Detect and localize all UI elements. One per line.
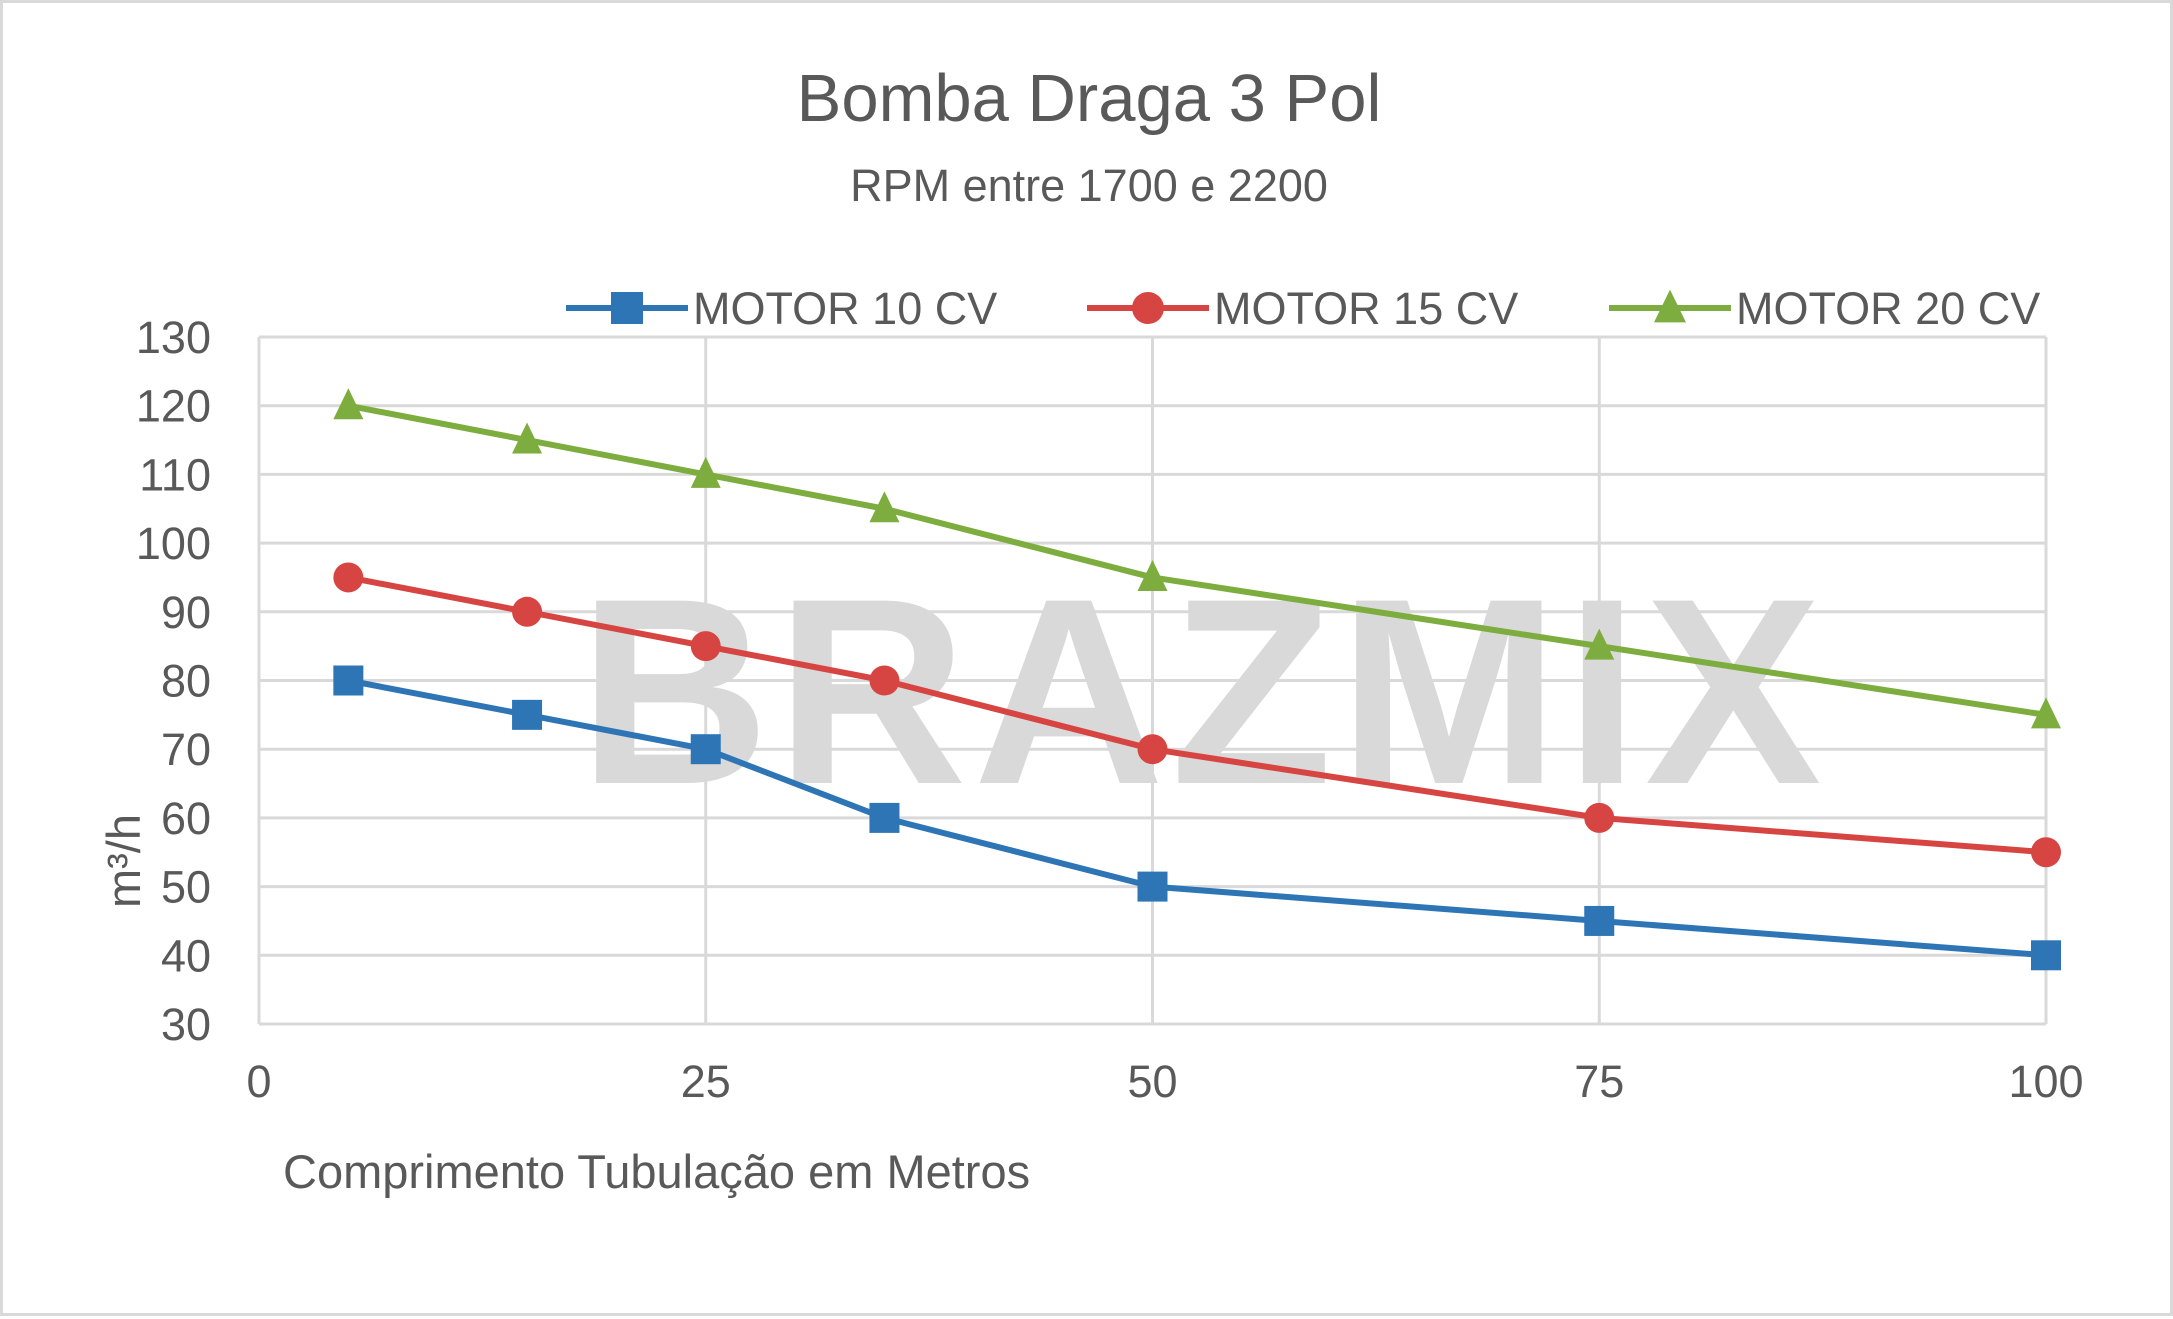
y-tick-label: 110	[139, 449, 211, 500]
x-tick-label: 25	[681, 1056, 731, 1107]
legend-label: MOTOR 20 CV	[1736, 283, 2040, 334]
data-point	[869, 665, 900, 696]
legend-label: MOTOR 15 CV	[1214, 283, 1518, 334]
series-motor-15-cv	[333, 562, 2061, 868]
series-motor-20-cv	[333, 388, 2061, 729]
y-tick-label: 30	[161, 999, 211, 1050]
y-tick-label: 130	[136, 312, 211, 363]
legend-item: MOTOR 15 CV	[1087, 283, 1518, 334]
y-tick-label: 60	[161, 793, 211, 844]
chart-subtitle: RPM entre 1700 e 2200	[850, 160, 1328, 211]
axes: 30 40 50 60 70 80 90 100 110 120 130 0 25 50 75 100	[136, 312, 2084, 1107]
x-tick-label: 0	[246, 1056, 271, 1107]
data-point	[1137, 734, 1168, 765]
legend-marker	[611, 292, 643, 324]
data-point	[333, 665, 364, 696]
y-tick-label: 50	[161, 862, 211, 913]
x-tick-label: 100	[2008, 1056, 2083, 1107]
x-axis-title: Comprimento Tubulação em Metros	[283, 1145, 1030, 1198]
y-tick-label: 70	[161, 724, 211, 775]
legend-marker	[1654, 289, 1686, 323]
legend-item: MOTOR 20 CV	[1609, 283, 2040, 334]
data-point	[2031, 940, 2061, 971]
legend-marker	[1132, 292, 1164, 324]
y-tick-label: 100	[136, 518, 211, 569]
data-point	[1584, 802, 1615, 833]
data-point	[333, 562, 364, 593]
data-point	[2031, 837, 2061, 868]
data-point	[512, 596, 543, 627]
legend: MOTOR 10 CV MOTOR 15 CV MOTOR 20 CV	[566, 283, 2040, 334]
data-point	[690, 734, 721, 765]
data-point	[1584, 905, 1615, 936]
x-tick-label: 50	[1127, 1056, 1177, 1107]
data-point	[690, 456, 721, 488]
watermark-logo: BRAZMIX	[578, 544, 1827, 840]
y-tick-label: 90	[161, 587, 211, 638]
data-point	[690, 631, 721, 662]
legend-label: MOTOR 10 CV	[693, 283, 997, 334]
x-tick-label: 75	[1574, 1056, 1624, 1107]
chart-title: Bomba Draga 3 Pol	[797, 61, 1382, 136]
data-point	[1584, 628, 1615, 660]
data-point	[869, 491, 900, 523]
y-axis-title: m³/h	[97, 814, 150, 908]
data-point	[333, 388, 364, 420]
data-point	[512, 699, 543, 730]
plot-series	[333, 388, 2061, 971]
y-tick-label: 120	[136, 381, 211, 432]
legend-item: MOTOR 10 CV	[566, 283, 997, 334]
data-point	[512, 422, 543, 454]
data-point	[869, 802, 900, 833]
data-point	[1137, 871, 1168, 902]
y-tick-label: 40	[161, 930, 211, 981]
line-chart: Bomba Draga 3 Pol RPM entre 1700 e 2200 …	[97, 61, 2084, 1198]
data-point	[2031, 697, 2061, 729]
y-tick-label: 80	[161, 656, 211, 707]
data-point	[1137, 559, 1168, 591]
series-motor-10-cv	[333, 665, 2061, 971]
